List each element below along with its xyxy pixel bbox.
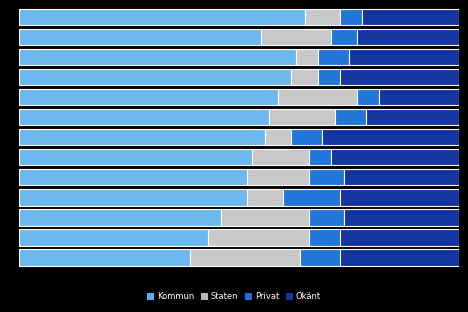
Bar: [261, 29, 331, 46]
Bar: [19, 229, 208, 246]
Bar: [305, 9, 340, 26]
Bar: [340, 189, 459, 206]
Legend: Kommun, Staten, Privat, Okänt: Kommun, Staten, Privat, Okänt: [144, 289, 324, 305]
Bar: [278, 89, 358, 105]
Bar: [309, 149, 331, 165]
Bar: [318, 69, 340, 85]
Bar: [358, 29, 459, 46]
Bar: [331, 29, 358, 46]
Bar: [309, 209, 344, 226]
Bar: [19, 69, 292, 85]
Bar: [19, 189, 248, 206]
Bar: [221, 209, 309, 226]
Bar: [318, 49, 349, 66]
Bar: [344, 209, 459, 226]
Bar: [19, 169, 248, 186]
Bar: [19, 29, 261, 46]
Bar: [344, 169, 459, 186]
Bar: [19, 49, 296, 66]
Bar: [19, 9, 305, 26]
Bar: [19, 209, 221, 226]
Bar: [19, 89, 278, 105]
Bar: [19, 249, 190, 266]
Bar: [340, 69, 459, 85]
Bar: [309, 229, 340, 246]
Bar: [366, 109, 459, 125]
Bar: [340, 9, 362, 26]
Bar: [309, 169, 344, 186]
Bar: [331, 149, 459, 165]
Bar: [270, 109, 336, 125]
Bar: [349, 49, 459, 66]
Bar: [340, 229, 459, 246]
Bar: [208, 229, 309, 246]
Bar: [19, 109, 270, 125]
Bar: [190, 249, 300, 266]
Bar: [340, 249, 459, 266]
Bar: [322, 129, 459, 145]
Bar: [265, 129, 292, 145]
Bar: [358, 89, 380, 105]
Bar: [292, 129, 322, 145]
Bar: [19, 149, 252, 165]
Bar: [283, 189, 340, 206]
Bar: [380, 89, 459, 105]
Bar: [296, 49, 318, 66]
Bar: [19, 129, 265, 145]
Bar: [248, 169, 309, 186]
Bar: [362, 9, 459, 26]
Bar: [292, 69, 318, 85]
Bar: [300, 249, 340, 266]
Bar: [252, 149, 309, 165]
Bar: [336, 109, 366, 125]
Bar: [248, 189, 283, 206]
